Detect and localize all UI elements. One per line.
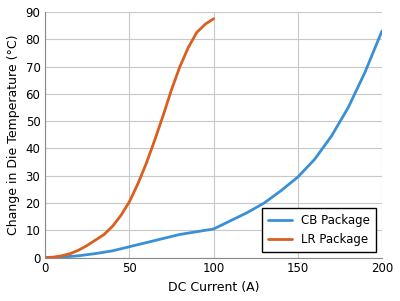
LR Package — [161, 114, 166, 117]
CB Package — [211, 227, 216, 231]
LR Package — [144, 162, 149, 165]
CB Package — [312, 157, 317, 161]
CB Package — [178, 233, 182, 236]
CB Package — [110, 249, 115, 253]
CB Package — [329, 134, 334, 138]
CB Package — [43, 256, 48, 259]
CB Package — [60, 255, 64, 259]
LR Package — [203, 22, 208, 26]
LR Package — [211, 17, 216, 20]
CB Package — [144, 241, 149, 244]
LR Package — [51, 255, 56, 259]
LR Package — [152, 138, 157, 142]
LR Package — [60, 254, 64, 258]
LR Package — [43, 256, 48, 259]
LR Package — [93, 238, 98, 242]
CB Package — [363, 70, 368, 74]
LR Package — [76, 248, 81, 252]
LR Package — [169, 88, 174, 92]
LR Package — [85, 244, 90, 247]
Legend: CB Package, LR Package: CB Package, LR Package — [262, 208, 376, 252]
CB Package — [295, 175, 300, 179]
Line: LR Package: LR Package — [45, 19, 214, 258]
CB Package — [346, 106, 351, 109]
CB Package — [76, 254, 81, 258]
CB Package — [278, 189, 283, 193]
CB Package — [127, 245, 132, 249]
LR Package — [110, 225, 115, 228]
LR Package — [118, 213, 123, 217]
LR Package — [127, 200, 132, 203]
Line: CB Package: CB Package — [45, 31, 382, 258]
CB Package — [194, 230, 199, 234]
CB Package — [245, 211, 250, 214]
LR Package — [194, 31, 199, 34]
LR Package — [68, 252, 73, 255]
LR Package — [186, 46, 191, 49]
LR Package — [102, 233, 106, 236]
CB Package — [228, 219, 233, 223]
CB Package — [380, 29, 384, 33]
CB Package — [262, 201, 266, 205]
LR Package — [136, 182, 140, 186]
Y-axis label: Change in Die Temperature (°C): Change in Die Temperature (°C) — [7, 35, 20, 235]
CB Package — [161, 237, 166, 240]
X-axis label: DC Current (A): DC Current (A) — [168, 281, 259, 294]
LR Package — [178, 65, 182, 68]
CB Package — [93, 252, 98, 255]
